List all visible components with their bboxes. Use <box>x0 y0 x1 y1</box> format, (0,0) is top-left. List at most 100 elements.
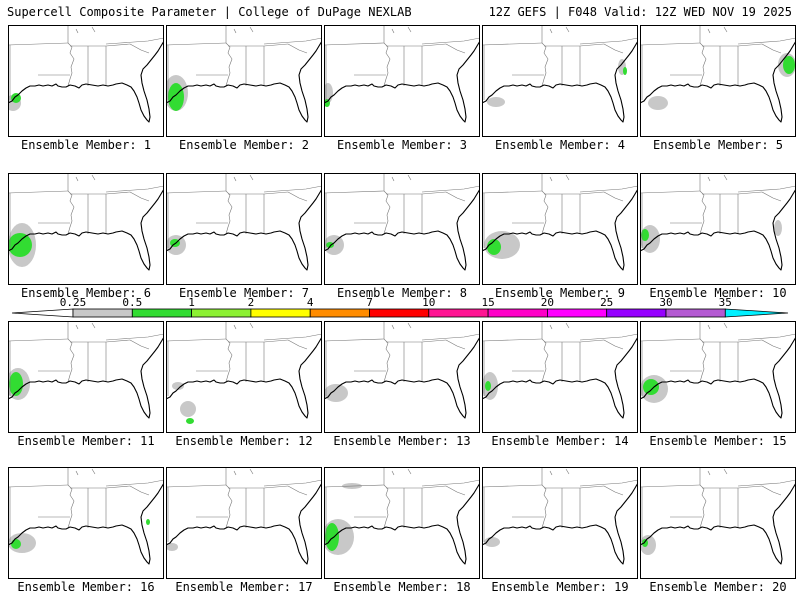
state-boundary <box>421 485 447 489</box>
state-boundary <box>166 484 227 488</box>
state-boundary <box>67 190 75 235</box>
state-boundary <box>603 43 624 54</box>
state-boundary <box>737 191 763 195</box>
state-boundary <box>8 42 69 46</box>
map-background <box>166 173 322 285</box>
state-boundary <box>166 190 227 194</box>
map-canvas <box>482 321 638 433</box>
ensemble-member-panel-4: Ensemble Member: 4 <box>482 25 638 152</box>
scp-contour-gray <box>487 97 505 107</box>
colorbar-tick-label: 35 <box>719 296 732 309</box>
colorbar-swatch <box>665 308 726 318</box>
map-background <box>482 173 638 285</box>
state-boundary <box>579 485 605 489</box>
state-boundary <box>737 479 796 487</box>
colorbar-swatch <box>487 308 548 318</box>
map-canvas <box>166 173 322 285</box>
ensemble-member-label: Ensemble Member: 9 <box>494 286 626 300</box>
state-boundary <box>640 484 701 488</box>
map-background <box>166 467 322 579</box>
state-boundary <box>482 190 543 194</box>
colorbar-legend: 0.25 0.5 1 2 4 7 10 15 20 25 30 35 <box>11 296 789 318</box>
map-frame <box>166 173 322 285</box>
colorbar-swatch <box>72 308 133 318</box>
ensemble-member-panel-9: Ensemble Member: 9 <box>482 173 638 300</box>
map-canvas <box>324 173 480 285</box>
map-background <box>482 467 638 579</box>
ensemble-member-map <box>482 467 638 579</box>
state-boundary <box>707 176 711 182</box>
state-boundary <box>391 470 395 476</box>
state-boundary <box>249 174 254 181</box>
state-boundary <box>407 26 412 33</box>
map-frame <box>482 467 638 579</box>
state-boundary <box>707 470 711 476</box>
state-boundary <box>391 176 395 182</box>
state-boundary <box>105 185 164 193</box>
state-boundary <box>737 37 796 45</box>
state-boundary <box>225 484 233 529</box>
map-canvas <box>640 25 796 137</box>
state-boundary <box>603 191 624 202</box>
scp-contour-gray <box>172 382 184 390</box>
state-boundary <box>263 485 289 489</box>
ensemble-member-panel-1: Ensemble Member: 1 <box>8 25 164 152</box>
map-background <box>324 25 480 137</box>
colorbar-tick-label: 7 <box>366 296 373 309</box>
state-boundary <box>541 42 549 87</box>
map-canvas <box>8 25 164 137</box>
scp-contour-gray <box>166 543 178 551</box>
state-boundary <box>91 174 96 181</box>
map-background <box>482 25 638 137</box>
map-canvas <box>324 25 480 137</box>
ensemble-member-label: Ensemble Member: 17 <box>175 580 313 594</box>
state-boundary <box>549 324 553 330</box>
ensemble-member-panel-12: Ensemble Member: 12 <box>166 321 322 448</box>
map-canvas <box>640 173 796 285</box>
ensemble-member-label: Ensemble Member: 8 <box>336 286 468 300</box>
ensemble-member-map <box>166 173 322 285</box>
colorbar-swatch <box>428 308 489 318</box>
coastline <box>166 482 322 565</box>
colorbar-swatch <box>309 308 370 318</box>
state-boundary <box>579 37 638 45</box>
state-boundary <box>105 43 131 47</box>
state-boundary <box>383 190 391 235</box>
map-frame <box>8 467 164 579</box>
colorbar-tick-label: 4 <box>307 296 314 309</box>
state-boundary <box>324 338 385 342</box>
colorbar-swatch-right-arrow <box>724 308 789 318</box>
state-boundary <box>105 191 131 195</box>
ensemble-member-panel-13: Ensemble Member: 13 <box>324 321 480 448</box>
state-boundary <box>541 484 549 529</box>
map-canvas <box>166 321 322 433</box>
state-boundary <box>445 339 466 350</box>
state-boundary <box>579 185 638 193</box>
state-boundary <box>105 485 131 489</box>
scp-contour-gray <box>324 384 348 402</box>
state-boundary <box>541 190 549 235</box>
state-boundary <box>421 43 447 47</box>
ensemble-member-map <box>8 467 164 579</box>
state-boundary <box>129 339 150 350</box>
state-boundary <box>91 322 96 329</box>
ensemble-member-panel-18: Ensemble Member: 18 <box>324 467 480 594</box>
state-boundary <box>445 485 466 496</box>
state-boundary <box>383 42 391 87</box>
ensemble-member-map <box>640 25 796 137</box>
state-boundary <box>421 185 480 193</box>
state-boundary <box>737 485 763 489</box>
state-boundary <box>249 322 254 329</box>
state-boundary <box>565 26 570 33</box>
state-boundary <box>225 42 233 87</box>
state-boundary <box>603 339 624 350</box>
map-background <box>8 321 164 433</box>
state-boundary <box>324 42 385 46</box>
scp-contour-green <box>643 379 659 395</box>
colorbar-swatch <box>191 308 252 318</box>
state-boundary <box>603 485 624 496</box>
state-boundary <box>707 324 711 330</box>
scp-contour-green <box>487 239 501 255</box>
state-boundary <box>761 43 782 54</box>
scp-contour-green <box>8 233 32 257</box>
